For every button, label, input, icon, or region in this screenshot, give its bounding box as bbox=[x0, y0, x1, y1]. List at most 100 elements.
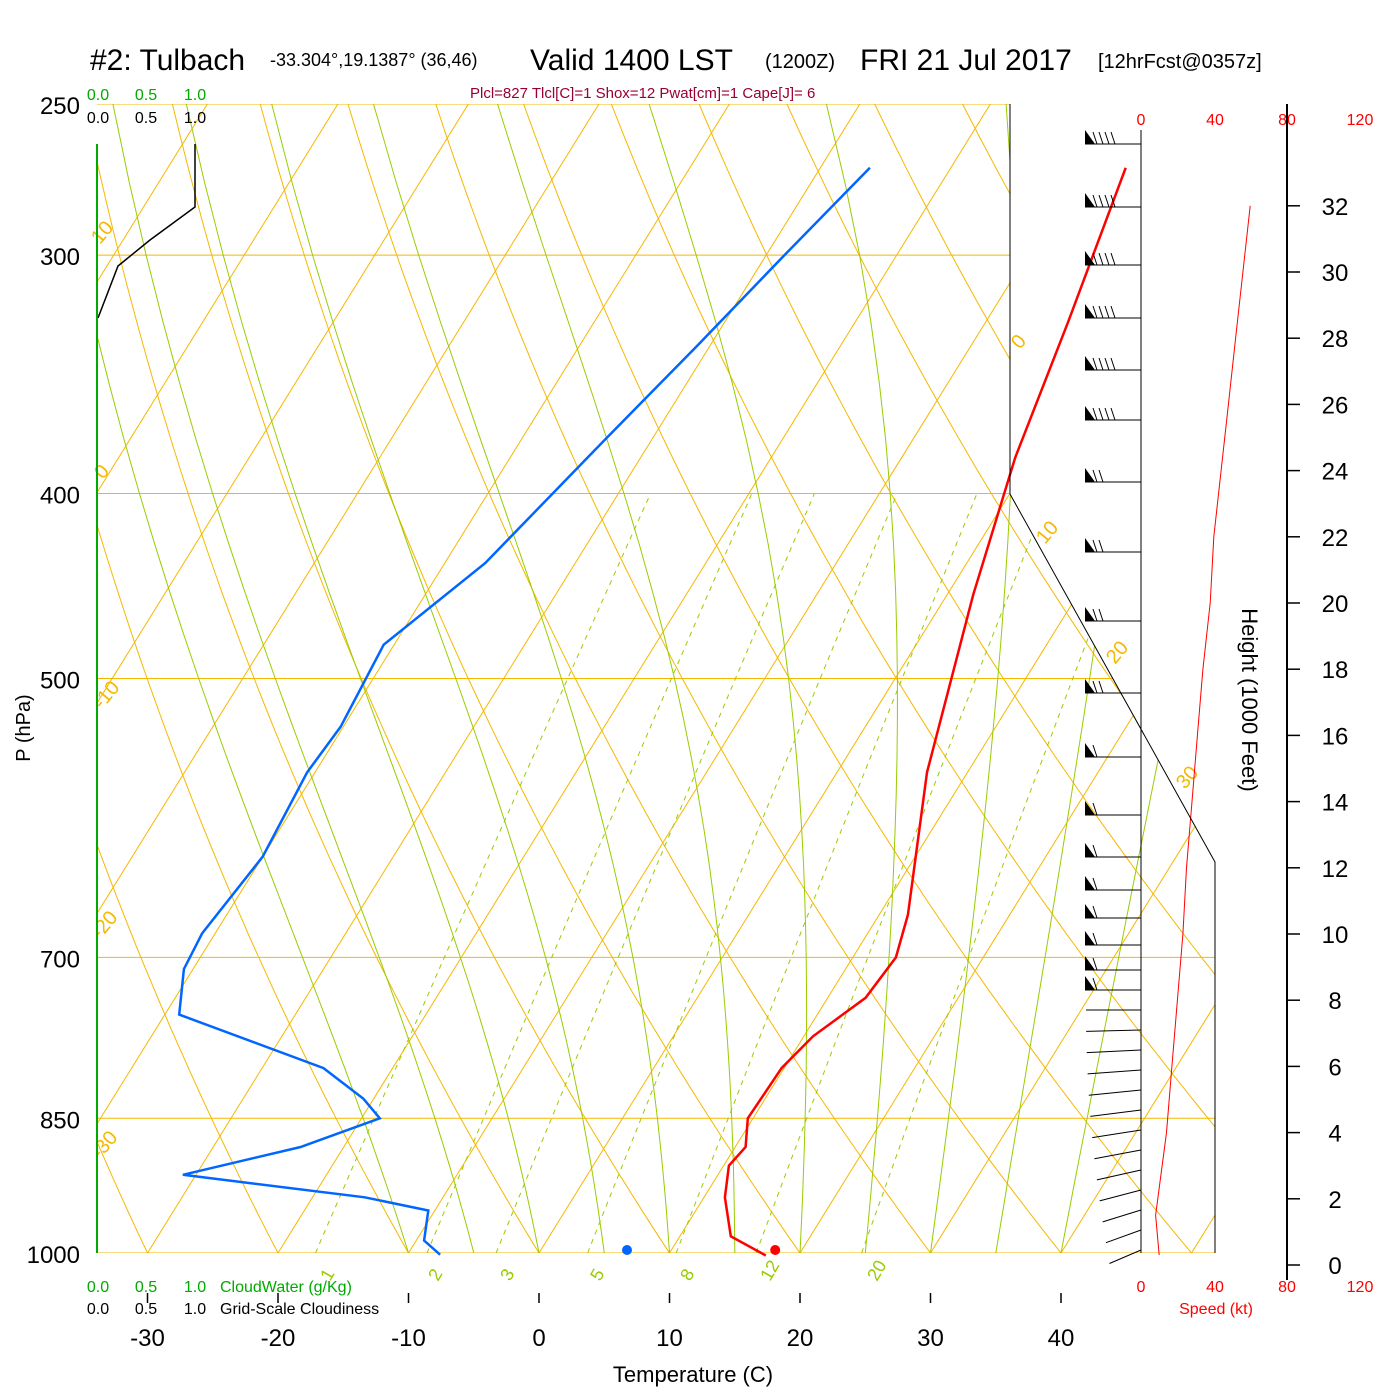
speed-tick-top: 40 bbox=[1206, 112, 1224, 129]
wind-barb-flag bbox=[1085, 843, 1095, 857]
wind-barb bbox=[1085, 406, 1141, 421]
wind-barb-flag bbox=[1085, 251, 1095, 265]
wind-barb-staff bbox=[1090, 1109, 1142, 1117]
height-tick-label: 16 bbox=[1322, 723, 1349, 750]
wind-barb bbox=[1085, 931, 1141, 946]
wind-barb bbox=[1086, 1049, 1142, 1054]
speed-tick-bottom: 80 bbox=[1278, 1279, 1296, 1296]
wind-barb-feather bbox=[1092, 977, 1098, 991]
dry-adiabat-line bbox=[597, 104, 1215, 1253]
wind-barb-flag bbox=[1085, 468, 1095, 482]
pressure-tick-label: 850 bbox=[40, 1107, 80, 1134]
cloudwater-tick-top: 0.5 bbox=[135, 87, 157, 104]
wind-barb-feather bbox=[1098, 680, 1104, 694]
cloudwater-tick-top: 0.0 bbox=[87, 87, 109, 104]
wind-barb-feather bbox=[1098, 305, 1104, 319]
cloudwater-tick-bottom: 0.0 bbox=[87, 1279, 109, 1296]
cloudiness-label: Grid-Scale Cloudiness bbox=[220, 1301, 379, 1318]
wind-barb bbox=[1085, 956, 1141, 971]
moist-adiabat-line bbox=[97, 104, 422, 1253]
dry-adiabat-line bbox=[337, 104, 962, 1253]
axes-layer: 0.00.00.00.00.50.50.50.51.01.01.01.00040… bbox=[27, 87, 1374, 1352]
wind-barb bbox=[1085, 679, 1141, 694]
speed-axis-label: Speed (kt) bbox=[1179, 1301, 1253, 1318]
dewpoint-line bbox=[177, 166, 871, 1256]
height-tick-label: 24 bbox=[1322, 459, 1349, 486]
wind-barb bbox=[1085, 468, 1141, 483]
wind-barb bbox=[1085, 251, 1141, 266]
dry-adiabat-label: -10 bbox=[89, 677, 124, 713]
dry-adiabat-label: 0 bbox=[1007, 331, 1031, 354]
cloudwater-tick-bottom: 1.0 bbox=[184, 1279, 206, 1296]
temp-tick-label: -20 bbox=[261, 1325, 296, 1352]
wind-barb-staff bbox=[1096, 1169, 1142, 1181]
dry-adiabat-line bbox=[97, 104, 565, 1253]
wind-barb-feather bbox=[1092, 957, 1098, 971]
wind-barb-feather bbox=[1092, 905, 1098, 919]
wind-barb bbox=[1085, 904, 1141, 919]
wind-barb-feather bbox=[1098, 539, 1104, 553]
mixing-ratio-label: 2 bbox=[424, 1265, 446, 1284]
wind-barb-staff bbox=[1086, 1029, 1142, 1032]
wind-barb-flag bbox=[1085, 976, 1095, 990]
wind-barb bbox=[1085, 538, 1141, 553]
y-axis-title: P (hPa) bbox=[13, 694, 35, 761]
wind-barb bbox=[1085, 843, 1141, 858]
wind-barb-feather bbox=[1092, 305, 1098, 319]
cloudiness-line bbox=[97, 144, 196, 319]
x-axis-title: Temperature (C) bbox=[613, 1362, 773, 1387]
pressure-tick-label: 500 bbox=[40, 668, 80, 695]
pressure-tick-label: 400 bbox=[40, 483, 80, 510]
wind-barb-feather bbox=[1110, 407, 1116, 421]
wind-barb-feather bbox=[1098, 357, 1104, 371]
height-tick-label: 30 bbox=[1322, 260, 1349, 287]
speed-tick-top: 120 bbox=[1347, 112, 1374, 129]
temp-tick-label: -10 bbox=[391, 1325, 426, 1352]
moist-adiabat-line bbox=[924, 104, 1016, 1253]
stability-indices: Plcl=827 Tlcl[C]=1 Shox=12 Pwat[cm]=1 Ca… bbox=[470, 85, 815, 102]
moist-adiabat-line bbox=[988, 104, 1161, 1253]
cloudiness-tick-top: 0.0 bbox=[87, 110, 109, 127]
pressure-tick-label: 700 bbox=[40, 946, 80, 973]
wind-barb-feather bbox=[1104, 357, 1110, 371]
wind-barb bbox=[1085, 976, 1141, 991]
height-tick-label: 12 bbox=[1322, 856, 1349, 883]
wind-barb-feather bbox=[1098, 131, 1104, 145]
dry-adiabat-line bbox=[1379, 70, 1400, 1293]
wind-barb-feather bbox=[1092, 469, 1098, 483]
wind-barb-flag bbox=[1085, 356, 1095, 370]
pressure-tick-label: 1000 bbox=[27, 1242, 80, 1269]
valid-time: Valid 1400 LST bbox=[530, 44, 733, 77]
wind-barb-feather bbox=[1104, 131, 1110, 145]
height-tick-label: 28 bbox=[1322, 326, 1349, 353]
height-tick-label: 6 bbox=[1328, 1054, 1341, 1081]
wind-barb-feather bbox=[1098, 252, 1104, 266]
temp-tick-label: -30 bbox=[130, 1325, 165, 1352]
wind-barb-feather bbox=[1092, 357, 1098, 371]
wind-barb-feather bbox=[1098, 407, 1104, 421]
series-layer bbox=[97, 130, 1251, 1264]
wind-barb-staff bbox=[1087, 1069, 1142, 1075]
cloudiness-tick-bottom: 0.0 bbox=[87, 1301, 109, 1318]
mixing-ratio-line bbox=[861, 493, 1144, 1253]
temp-tick-label: 0 bbox=[532, 1325, 545, 1352]
isotherm-line bbox=[97, 104, 600, 1253]
wind-barb bbox=[1094, 1149, 1142, 1160]
wind-barb-flag bbox=[1085, 679, 1095, 693]
wind-barb-feather bbox=[1092, 802, 1098, 816]
mixing-ratio-label: 20 bbox=[863, 1257, 890, 1284]
isotherm-line bbox=[408, 104, 1122, 1253]
forecast-label: [12hrFcst@0357z] bbox=[1098, 51, 1262, 73]
dry-adiabat-line bbox=[1205, 104, 1215, 1253]
cloudiness-tick-bottom: 1.0 bbox=[184, 1301, 206, 1318]
wind-barb-feather bbox=[1092, 194, 1098, 208]
wind-barb-feather bbox=[1104, 305, 1110, 319]
wind-barb-flag bbox=[1085, 801, 1095, 815]
dry-adiabat-line bbox=[511, 104, 1215, 1253]
mixing-ratio-label: 8 bbox=[676, 1265, 698, 1284]
wind-barb-staff bbox=[1102, 1209, 1142, 1223]
station-coords: -33.304°,19.1387° (36,46) bbox=[270, 50, 478, 70]
wind-barb bbox=[1109, 1249, 1142, 1264]
pressure-tick-label: 250 bbox=[40, 93, 80, 120]
